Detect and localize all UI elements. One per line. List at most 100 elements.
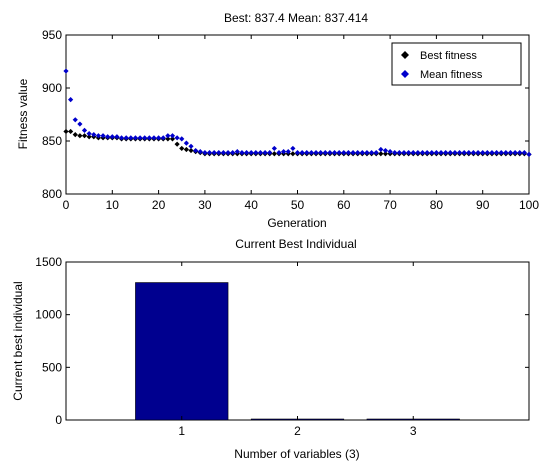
fitness-x-tick-label: 10 (106, 198, 120, 212)
mean-fitness-point (415, 150, 421, 156)
fitness-x-tick-label: 70 (383, 198, 397, 212)
mean-fitness-point (429, 150, 435, 156)
mean-fitness-point (345, 150, 352, 156)
best-individual-x-axis-label: Number of variables (3) (234, 447, 359, 461)
mean-fitness-point (512, 150, 518, 156)
best-individual-chart: Current Best Individual 0 500 1000 1500 1 2 3… (11, 237, 530, 461)
mean-fitness-point (526, 151, 532, 157)
mean-fitness-point (318, 150, 324, 156)
mean-fitness-point (359, 150, 365, 156)
mean-fitness-point (290, 145, 296, 152)
mean-fitness-point (95, 133, 102, 139)
mean-fitness-point (271, 145, 277, 152)
mean-fitness-point (81, 127, 88, 133)
mean-fitness-point (484, 150, 490, 156)
mean-fitness-point (493, 150, 500, 156)
fitness-y-tick-label: 850 (42, 134, 62, 148)
best-individual-x-axis: 1 2 3 (178, 262, 417, 438)
mean-fitness-point (480, 150, 486, 156)
mean-fitness-point (248, 150, 254, 156)
mean-fitness-point (197, 149, 203, 155)
best-fitness-point (72, 132, 78, 138)
mean-fitness-point (331, 150, 338, 156)
legend-mean-fitness-marker (401, 70, 409, 78)
best-fitness-point (271, 151, 277, 157)
best-individual-chart-title: Current Best Individual (235, 237, 356, 251)
mean-fitness-point (86, 130, 92, 137)
mean-fitness-point (368, 150, 375, 156)
mean-fitness-point (489, 150, 495, 156)
mean-fitness-point (63, 68, 69, 74)
mean-fitness-point (151, 135, 157, 141)
best-fitness-point (188, 147, 194, 154)
mean-fitness-point (373, 150, 379, 156)
mean-fitness-point (299, 150, 305, 156)
mean-fitness-point (401, 150, 407, 156)
mean-fitness-point (470, 150, 477, 156)
mean-fitness-point (341, 150, 347, 156)
best-fitness-point (81, 133, 88, 139)
legend-best-fitness-marker (401, 51, 409, 59)
fitness-y-tick-label: 950 (42, 28, 62, 42)
mean-fitness-point (239, 150, 245, 156)
mean-fitness-point (146, 135, 152, 141)
mean-fitness-point (503, 150, 509, 156)
mean-fitness-point (382, 147, 389, 154)
mean-fitness-point (262, 150, 268, 156)
fitness-x-axis: 0 10 20 30 40 50 60 70 80 90 100 (63, 35, 539, 212)
best-fitness-point (174, 141, 180, 147)
fitness-x-tick-label: 30 (198, 198, 212, 212)
mean-fitness-point (498, 150, 504, 156)
fitness-x-axis-label: Generation (267, 216, 326, 230)
mean-fitness-point (276, 150, 282, 156)
mean-fitness-point (313, 150, 319, 156)
mean-fitness-point (128, 135, 134, 141)
mean-fitness-point (456, 150, 463, 156)
mean-fitness-point (230, 150, 236, 156)
mean-fitness-point (100, 133, 106, 139)
best-fitness-point (68, 128, 74, 135)
mean-fitness-point (169, 133, 176, 139)
mean-fitness-point (216, 150, 222, 156)
bar-variable-1 (135, 282, 229, 421)
mean-fitness-point (466, 150, 472, 156)
bar-x-tick-label: 1 (178, 424, 185, 438)
best-fitness-point (179, 145, 185, 152)
mean-fitness-point (387, 149, 393, 155)
mean-fitness-point (281, 149, 287, 155)
mean-fitness-point (109, 134, 115, 140)
best-fitness-point (290, 151, 296, 157)
mean-fitness-point (68, 97, 74, 103)
mean-fitness-point (410, 150, 416, 156)
mean-fitness-point (114, 134, 120, 140)
fitness-x-tick-label: 40 (245, 198, 259, 212)
mean-fitness-point (243, 150, 250, 156)
mean-fitness-point (77, 121, 83, 127)
mean-fitness-point (206, 150, 213, 156)
mean-fitness-point (267, 150, 273, 156)
mean-fitness-point (174, 135, 180, 141)
mean-fitness-point (392, 150, 398, 156)
fitness-legend: Best fitness Mean fitness (391, 42, 522, 86)
legend-mean-fitness-label: Mean fitness (420, 69, 483, 81)
fitness-y-axis-label: Fitness value (16, 78, 30, 149)
mean-fitness-point (183, 140, 189, 146)
mean-fitness-point (179, 136, 185, 142)
fitness-x-tick-label: 60 (337, 198, 351, 212)
bar-y-tick-label: 1000 (35, 308, 62, 322)
mean-fitness-point (156, 135, 162, 141)
mean-fitness-point (257, 150, 264, 156)
fitness-x-tick-label: 90 (476, 198, 490, 212)
mean-fitness-point (253, 150, 259, 156)
mean-fitness-point (304, 150, 310, 156)
legend-best-fitness-label: Best fitness (420, 50, 477, 62)
mean-fitness-point (165, 133, 171, 139)
best-fitness-point (86, 134, 92, 140)
mean-fitness-point (105, 134, 111, 140)
mean-fitness-point (364, 150, 370, 156)
mean-fitness-point (285, 149, 291, 155)
mean-fitness-point (507, 150, 514, 156)
best-fitness-point (183, 146, 189, 153)
